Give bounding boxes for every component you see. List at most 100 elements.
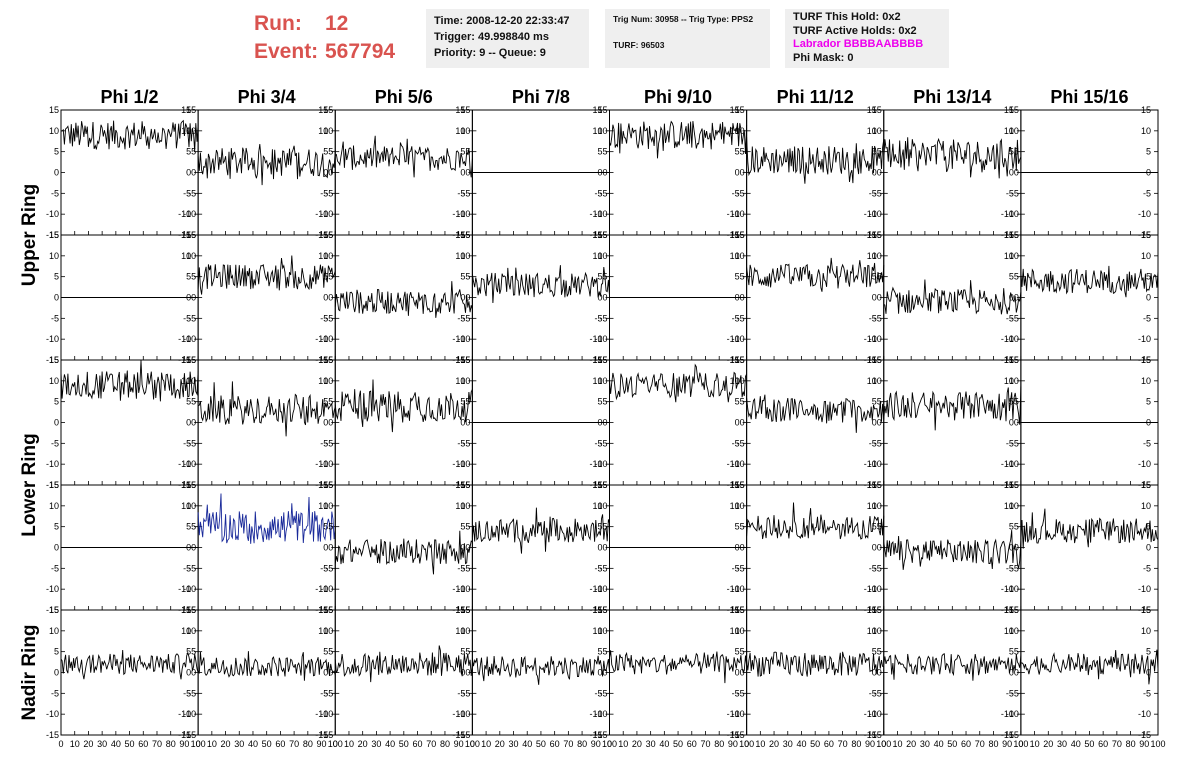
waveform-trace bbox=[60, 360, 199, 402]
y-tick-label: 15 bbox=[318, 230, 328, 240]
y-tick-label: 5 bbox=[54, 647, 59, 657]
x-tick-label: 0 bbox=[1018, 739, 1023, 749]
x-tick-label: 60 bbox=[824, 739, 834, 749]
turf-hold-text: TURF This Hold: 0x2 bbox=[793, 11, 901, 23]
y-tick-label: 0 bbox=[465, 418, 470, 428]
y-tick-label: 15 bbox=[460, 605, 470, 615]
x-tick-label: 80 bbox=[714, 739, 724, 749]
waveform-trace bbox=[746, 136, 885, 184]
y-tick-label: -5 bbox=[737, 438, 745, 448]
y-tick-label: -5 bbox=[1011, 438, 1019, 448]
y-tick-label: 0 bbox=[54, 293, 59, 303]
y-tick-label: 10 bbox=[1141, 501, 1151, 511]
y-tick-label: 15 bbox=[867, 480, 877, 490]
y-tick-label: 15 bbox=[455, 230, 465, 240]
y-tick-label: 10 bbox=[49, 501, 59, 511]
y-tick-label: 5 bbox=[1014, 522, 1019, 532]
y-tick-label: 15 bbox=[181, 480, 191, 490]
y-tick-label: 15 bbox=[49, 355, 59, 365]
y-tick-label: 5 bbox=[460, 272, 465, 282]
x-tick-label: 30 bbox=[371, 739, 381, 749]
waveform-trace bbox=[883, 137, 1022, 179]
y-tick-label: 0 bbox=[602, 293, 607, 303]
time-info-box: Time: 2008-12-20 22:33:47 Trigger: 49.99… bbox=[426, 9, 589, 68]
y-tick-label: 5 bbox=[872, 397, 877, 407]
y-tick-label: -15 bbox=[320, 730, 333, 740]
y-tick-label: -10 bbox=[864, 584, 877, 594]
y-tick-label: 15 bbox=[318, 355, 328, 365]
y-tick-label: -5 bbox=[737, 313, 745, 323]
x-tick-label: 10 bbox=[344, 739, 354, 749]
y-tick-label: 10 bbox=[455, 126, 465, 136]
y-tick-label: 15 bbox=[730, 105, 740, 115]
y-tick-label: 15 bbox=[592, 480, 602, 490]
x-tick-label: 0 bbox=[58, 739, 63, 749]
y-tick-label: 10 bbox=[318, 626, 328, 636]
y-tick-label: -5 bbox=[874, 313, 882, 323]
waveform-trace bbox=[609, 363, 748, 403]
y-tick-label: -15 bbox=[457, 730, 470, 740]
y-tick-label: 5 bbox=[54, 272, 59, 282]
y-tick-label: 10 bbox=[730, 251, 740, 261]
y-tick-label: 10 bbox=[1141, 376, 1151, 386]
y-tick-label: 5 bbox=[191, 147, 196, 157]
y-tick-label: -5 bbox=[51, 188, 59, 198]
waveform-trace bbox=[746, 502, 885, 540]
y-tick-label: -10 bbox=[452, 709, 465, 719]
y-tick-label: 10 bbox=[181, 126, 191, 136]
y-tick-label: -10 bbox=[869, 584, 882, 594]
turf-info-box: TURF This Hold: 0x2 TURF Active Holds: 0… bbox=[785, 9, 949, 68]
waveform-trace bbox=[471, 655, 610, 685]
y-tick-label: 10 bbox=[735, 251, 745, 261]
y-tick-label: 0 bbox=[597, 543, 602, 553]
y-tick-label: 0 bbox=[191, 668, 196, 678]
x-tick-label: 20 bbox=[906, 739, 916, 749]
y-tick-label: 0 bbox=[602, 168, 607, 178]
y-tick-label: 0 bbox=[740, 418, 745, 428]
y-tick-label: -5 bbox=[1011, 313, 1019, 323]
trig-num-text: Trig Num: 30958 -- Trig Type: PPS2 bbox=[613, 14, 754, 24]
y-tick-label: 5 bbox=[735, 522, 740, 532]
y-tick-label: -10 bbox=[457, 459, 470, 469]
y-tick-label: -5 bbox=[1143, 438, 1151, 448]
x-tick-label: 90 bbox=[591, 739, 601, 749]
x-tick-label: 0 bbox=[470, 739, 475, 749]
y-tick-label: -10 bbox=[1001, 709, 1014, 719]
y-tick-label: -10 bbox=[732, 209, 745, 219]
y-tick-label: 5 bbox=[465, 647, 470, 657]
y-tick-label: -10 bbox=[315, 709, 328, 719]
y-tick-label: -10 bbox=[727, 709, 740, 719]
y-tick-label: -10 bbox=[594, 209, 607, 219]
x-tick-label: 30 bbox=[1057, 739, 1067, 749]
x-tick-label: 100 bbox=[739, 739, 754, 749]
y-tick-label: -10 bbox=[594, 459, 607, 469]
y-tick-label: 15 bbox=[455, 480, 465, 490]
x-tick-label: 70 bbox=[563, 739, 573, 749]
y-tick-label: 0 bbox=[602, 418, 607, 428]
y-tick-label: 5 bbox=[328, 647, 333, 657]
y-tick-label: -5 bbox=[462, 188, 470, 198]
y-tick-label: 5 bbox=[465, 397, 470, 407]
y-tick-label: -10 bbox=[594, 584, 607, 594]
y-tick-label: 10 bbox=[735, 376, 745, 386]
y-tick-label: -10 bbox=[594, 709, 607, 719]
y-tick-label: -10 bbox=[452, 209, 465, 219]
y-tick-label: 0 bbox=[323, 168, 328, 178]
y-tick-label: 15 bbox=[323, 230, 333, 240]
x-tick-label: 60 bbox=[275, 739, 285, 749]
y-tick-label: 5 bbox=[1014, 147, 1019, 157]
waveform-trace bbox=[60, 119, 199, 152]
y-tick-label: 0 bbox=[1014, 293, 1019, 303]
y-tick-label: 0 bbox=[465, 668, 470, 678]
waveform-trace bbox=[334, 645, 473, 683]
y-tick-label: 15 bbox=[592, 355, 602, 365]
waveform-trace bbox=[197, 255, 336, 295]
y-tick-label: -10 bbox=[869, 209, 882, 219]
y-tick-label: -5 bbox=[325, 188, 333, 198]
y-tick-label: 0 bbox=[54, 168, 59, 178]
waveform-trace bbox=[883, 279, 1022, 315]
x-tick-label: 50 bbox=[1084, 739, 1094, 749]
x-tick-label: 90 bbox=[1002, 739, 1012, 749]
x-tick-label: 20 bbox=[1043, 739, 1053, 749]
x-tick-label: 60 bbox=[138, 739, 148, 749]
